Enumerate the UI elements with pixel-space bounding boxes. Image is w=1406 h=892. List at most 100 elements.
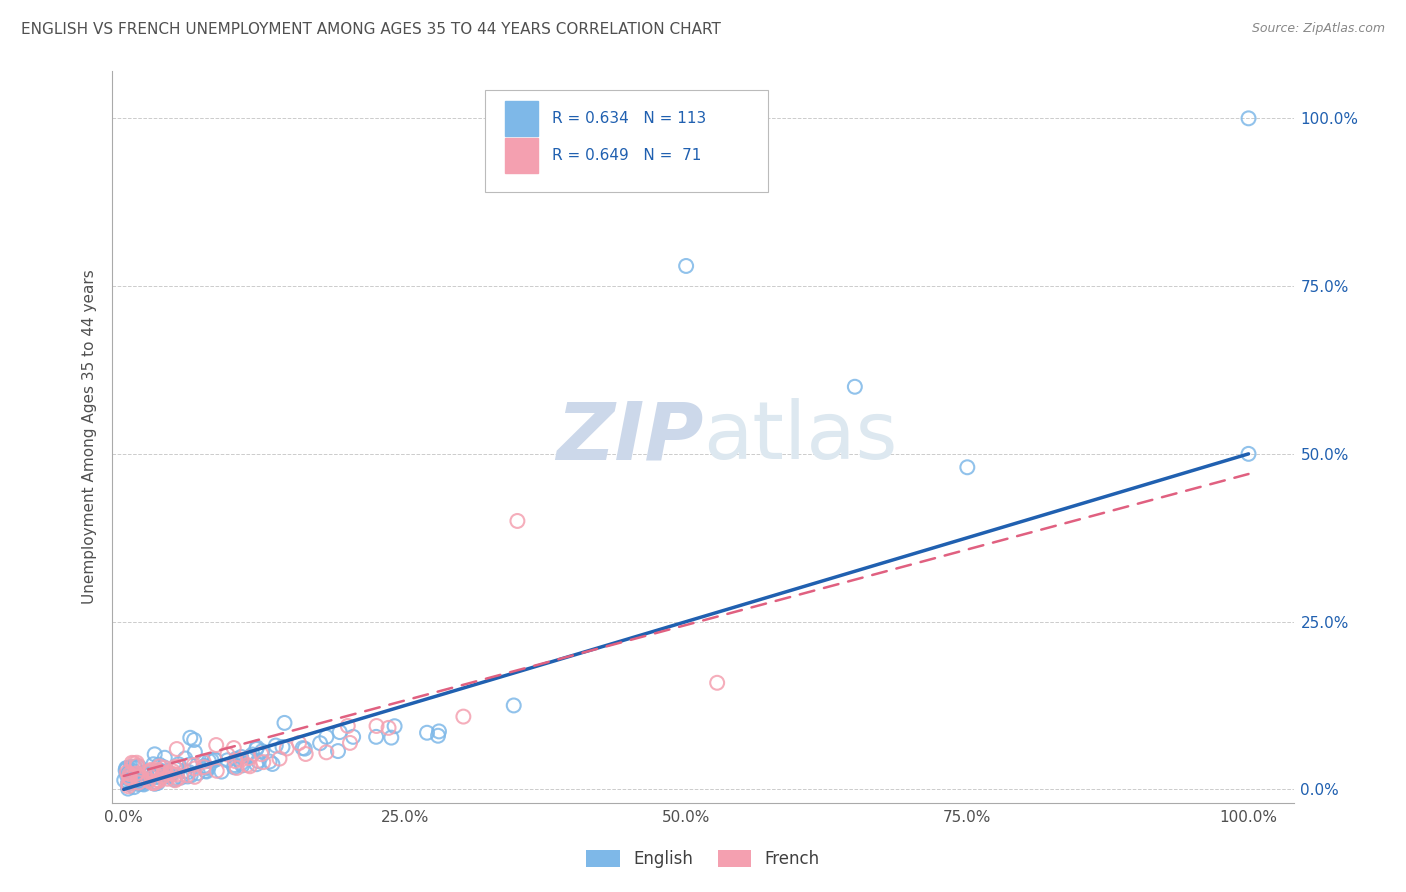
Point bbox=[224, 760, 246, 774]
Point bbox=[153, 765, 176, 780]
Point bbox=[145, 770, 167, 784]
Point bbox=[139, 765, 162, 780]
Point bbox=[115, 761, 138, 775]
Point bbox=[706, 675, 728, 690]
Point bbox=[222, 741, 245, 756]
Point bbox=[120, 760, 142, 774]
Point bbox=[156, 772, 179, 786]
Point bbox=[183, 758, 205, 772]
Point bbox=[239, 749, 262, 764]
Point bbox=[453, 709, 475, 723]
Point bbox=[259, 755, 281, 769]
Point bbox=[377, 721, 399, 735]
Point bbox=[148, 773, 170, 788]
Point bbox=[148, 764, 170, 779]
Point bbox=[502, 698, 524, 713]
Point bbox=[125, 766, 148, 780]
Point bbox=[176, 769, 198, 783]
Point bbox=[143, 777, 166, 791]
Point bbox=[246, 740, 269, 755]
Point bbox=[366, 719, 388, 733]
Point bbox=[416, 725, 439, 739]
Point bbox=[156, 770, 179, 784]
Point bbox=[205, 738, 228, 752]
Point bbox=[117, 777, 139, 791]
Point bbox=[121, 756, 143, 770]
Point bbox=[329, 725, 352, 739]
Point bbox=[204, 752, 226, 766]
Point bbox=[124, 760, 146, 774]
Point bbox=[245, 742, 267, 756]
Point bbox=[129, 771, 152, 785]
Point bbox=[231, 750, 253, 764]
Point bbox=[179, 731, 201, 745]
Point bbox=[238, 751, 260, 765]
Point bbox=[167, 772, 190, 786]
Point bbox=[145, 765, 167, 780]
Point bbox=[217, 753, 239, 767]
Point bbox=[165, 762, 187, 776]
Point bbox=[163, 760, 186, 774]
Point bbox=[141, 776, 163, 790]
Point bbox=[148, 759, 170, 773]
Point bbox=[167, 759, 190, 773]
Point bbox=[127, 759, 149, 773]
Point bbox=[271, 739, 294, 754]
Point bbox=[143, 747, 166, 762]
Point bbox=[115, 761, 138, 775]
Point bbox=[163, 771, 186, 785]
Point bbox=[174, 764, 197, 778]
Legend: English, French: English, French bbox=[579, 844, 827, 875]
Point bbox=[366, 730, 388, 744]
Point bbox=[224, 754, 246, 768]
Point bbox=[146, 773, 169, 788]
Point bbox=[121, 772, 143, 786]
Point bbox=[247, 754, 270, 768]
Point bbox=[294, 747, 316, 761]
Point bbox=[194, 764, 217, 778]
Point bbox=[146, 769, 169, 783]
Point bbox=[124, 761, 146, 775]
Text: atlas: atlas bbox=[703, 398, 897, 476]
Point bbox=[146, 765, 169, 780]
Point bbox=[342, 730, 364, 744]
Point bbox=[262, 756, 284, 771]
Point bbox=[176, 768, 198, 782]
Point bbox=[153, 761, 176, 775]
Point bbox=[315, 730, 337, 744]
Point bbox=[242, 747, 264, 762]
Point bbox=[118, 772, 141, 787]
Point bbox=[288, 736, 311, 750]
Point bbox=[294, 741, 316, 756]
Point bbox=[231, 756, 253, 770]
Point bbox=[193, 759, 215, 773]
Point bbox=[252, 755, 274, 769]
Point bbox=[132, 777, 155, 791]
Point bbox=[128, 759, 150, 773]
Point bbox=[166, 742, 188, 756]
Point bbox=[115, 765, 138, 780]
Point bbox=[231, 758, 253, 772]
Point bbox=[128, 777, 150, 791]
Text: ZIP: ZIP bbox=[555, 398, 703, 476]
Point bbox=[844, 380, 866, 394]
Point bbox=[184, 761, 207, 775]
Point bbox=[217, 747, 239, 762]
FancyBboxPatch shape bbox=[505, 138, 537, 173]
Point bbox=[139, 764, 162, 778]
Point bbox=[152, 769, 174, 783]
Point bbox=[138, 767, 160, 781]
Point bbox=[132, 777, 155, 791]
Point bbox=[159, 766, 181, 780]
Point bbox=[129, 770, 152, 784]
Point bbox=[149, 765, 172, 780]
Point bbox=[336, 719, 359, 733]
Point bbox=[152, 760, 174, 774]
Point bbox=[187, 766, 209, 780]
Point bbox=[427, 724, 450, 739]
Point bbox=[127, 775, 149, 789]
Point bbox=[276, 741, 298, 756]
Point bbox=[167, 757, 190, 772]
Point bbox=[162, 767, 184, 781]
Point bbox=[236, 758, 259, 772]
